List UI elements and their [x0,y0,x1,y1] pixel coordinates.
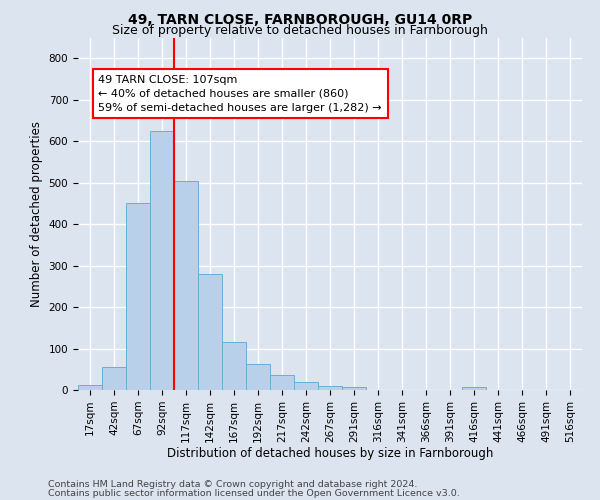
Bar [318,386,342,390]
Text: Contains public sector information licensed under the Open Government Licence v3: Contains public sector information licen… [48,490,460,498]
Text: 49 TARN CLOSE: 107sqm
← 40% of detached houses are smaller (860)
59% of semi-det: 49 TARN CLOSE: 107sqm ← 40% of detached … [98,75,382,113]
X-axis label: Distribution of detached houses by size in Farnborough: Distribution of detached houses by size … [167,448,493,460]
Bar [150,131,174,390]
Bar [246,364,270,390]
Y-axis label: Number of detached properties: Number of detached properties [30,120,43,306]
Text: Contains HM Land Registry data © Crown copyright and database right 2024.: Contains HM Land Registry data © Crown c… [48,480,418,489]
Text: Size of property relative to detached houses in Farnborough: Size of property relative to detached ho… [112,24,488,37]
Bar [294,382,318,390]
Bar [342,386,366,390]
Text: 49, TARN CLOSE, FARNBOROUGH, GU14 0RP: 49, TARN CLOSE, FARNBOROUGH, GU14 0RP [128,12,472,26]
Bar [174,180,198,390]
Bar [222,342,246,390]
Bar [102,367,126,390]
Bar [78,385,102,390]
Bar [198,274,222,390]
Bar [462,386,486,390]
Bar [270,376,294,390]
Bar [126,204,150,390]
